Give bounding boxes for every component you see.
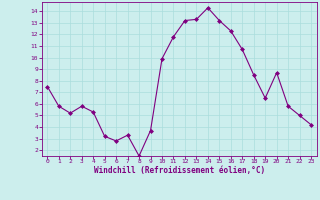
X-axis label: Windchill (Refroidissement éolien,°C): Windchill (Refroidissement éolien,°C) xyxy=(94,166,265,175)
